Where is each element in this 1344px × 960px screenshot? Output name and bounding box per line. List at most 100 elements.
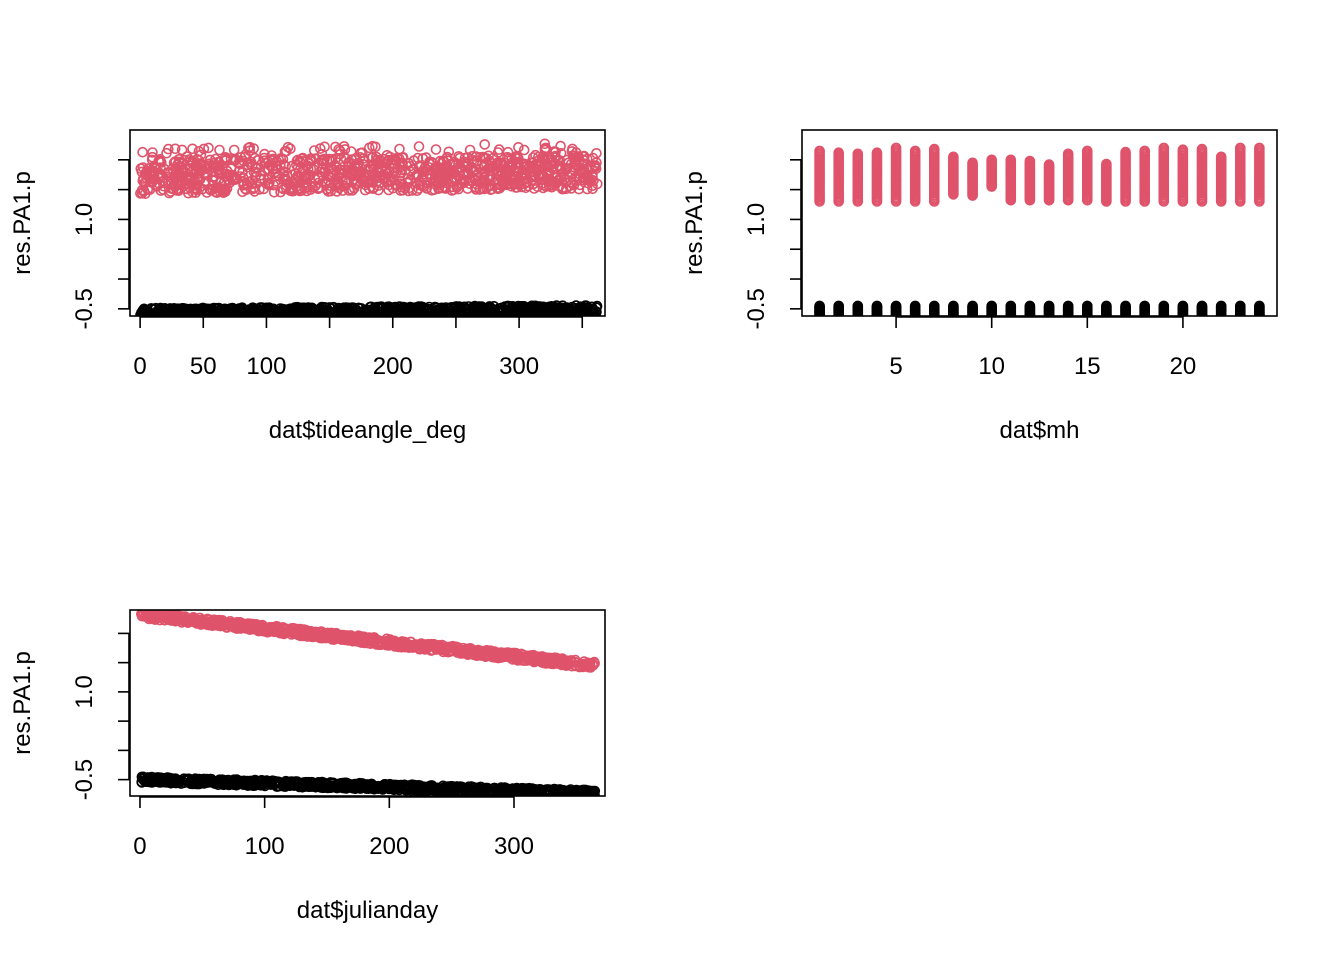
data-point-lower (874, 315, 880, 316)
data-point-lower (227, 308, 239, 316)
data-point-upper (329, 632, 341, 643)
data-point-upper (1005, 154, 1017, 166)
data-point-lower (502, 304, 514, 315)
data-point-upper (155, 185, 167, 196)
data-point-upper (314, 166, 326, 178)
data-point-upper (464, 178, 476, 189)
data-point-upper (154, 178, 165, 190)
data-point-lower (317, 314, 326, 316)
data-point-upper (271, 621, 283, 632)
data-point-lower (505, 307, 516, 316)
data-point-upper (427, 178, 439, 189)
data-point-upper (467, 154, 478, 166)
data-point-lower (1006, 318, 1015, 327)
data-point-lower (1025, 318, 1034, 327)
data-point-lower (544, 313, 554, 316)
data-point-upper (277, 627, 289, 639)
data-point-lower (1159, 317, 1168, 326)
data-point-lower (352, 311, 363, 316)
x-tick-label: 10 (978, 353, 1005, 380)
data-point-lower (1102, 318, 1111, 327)
data-point-upper (581, 183, 593, 195)
data-point-upper (242, 162, 253, 173)
data-point-upper (406, 185, 418, 196)
data-point-lower (423, 311, 434, 316)
data-point-lower (474, 306, 485, 316)
data-point-upper (948, 151, 959, 163)
data-point-upper (569, 156, 581, 168)
data-point-lower (487, 311, 498, 316)
data-point-upper (539, 143, 551, 154)
data-point-lower (835, 314, 843, 316)
data-point-upper (426, 638, 437, 650)
data-point-lower (1196, 300, 1208, 312)
data-point-upper (284, 185, 296, 196)
data-point-lower (362, 312, 373, 316)
data-point-lower (146, 317, 155, 326)
data-point-upper (190, 614, 202, 626)
data-point-upper (545, 160, 556, 171)
data-point-upper (464, 144, 476, 156)
data-point-lower (911, 318, 920, 327)
data-point-lower (834, 317, 843, 326)
data-point-upper (395, 164, 407, 176)
plot-frame (801, 129, 1278, 317)
data-point-upper (326, 153, 338, 165)
data-point-lower (588, 312, 599, 316)
data-point-lower (1121, 317, 1130, 326)
data-point-upper (413, 170, 424, 181)
data-point-lower (1217, 317, 1226, 326)
data-point-upper (305, 625, 316, 637)
data-point-lower (816, 314, 824, 316)
data-point-upper (158, 612, 170, 623)
data-point-upper (137, 162, 149, 173)
data-point-lower (422, 314, 431, 316)
data-point-upper (324, 171, 336, 182)
data-point-lower (1024, 300, 1036, 312)
data-point-upper (246, 622, 257, 634)
data-point-upper (421, 177, 433, 188)
data-point-lower (853, 318, 862, 327)
data-point-upper (1215, 151, 1227, 163)
data-point-lower (1101, 300, 1112, 312)
data-point-upper (390, 180, 402, 191)
data-point-upper (313, 172, 324, 184)
data-point-upper (138, 173, 149, 184)
data-point-lower (852, 300, 864, 312)
data-point-upper (345, 631, 357, 643)
data-point-lower (1255, 314, 1263, 316)
data-point-upper (451, 641, 462, 653)
data-point-lower (928, 300, 940, 312)
data-point-upper (574, 169, 586, 180)
data-point-lower (148, 313, 158, 316)
data-point-upper (142, 184, 154, 195)
data-point-lower (911, 317, 920, 326)
data-point-upper (1024, 155, 1036, 167)
data-point-lower (494, 311, 505, 316)
data-point-lower (175, 313, 186, 316)
data-point-upper (928, 143, 940, 155)
data-point-lower (539, 312, 550, 316)
data-point-lower (1005, 300, 1017, 312)
data-point-upper (193, 171, 205, 182)
data-point-upper (237, 176, 249, 187)
data-point-upper (252, 154, 264, 166)
data-point-lower (1236, 318, 1245, 327)
data-point-upper (147, 147, 158, 158)
y-axis-label: res.PA1.p (681, 171, 708, 275)
data-point-upper (579, 658, 591, 670)
data-point-lower (138, 303, 150, 315)
data-point-lower (814, 300, 825, 312)
data-point-lower (245, 307, 256, 316)
x-tick-label: 100 (246, 353, 286, 380)
data-point-lower (262, 309, 274, 316)
data-point-upper (301, 185, 313, 197)
data-point-upper (1043, 159, 1055, 170)
data-point-upper (308, 145, 320, 156)
data-point-lower (416, 311, 427, 316)
data-point-upper (573, 155, 585, 166)
data-point-upper (426, 185, 437, 196)
data-point-upper (547, 658, 559, 670)
data-point-upper (193, 155, 205, 166)
